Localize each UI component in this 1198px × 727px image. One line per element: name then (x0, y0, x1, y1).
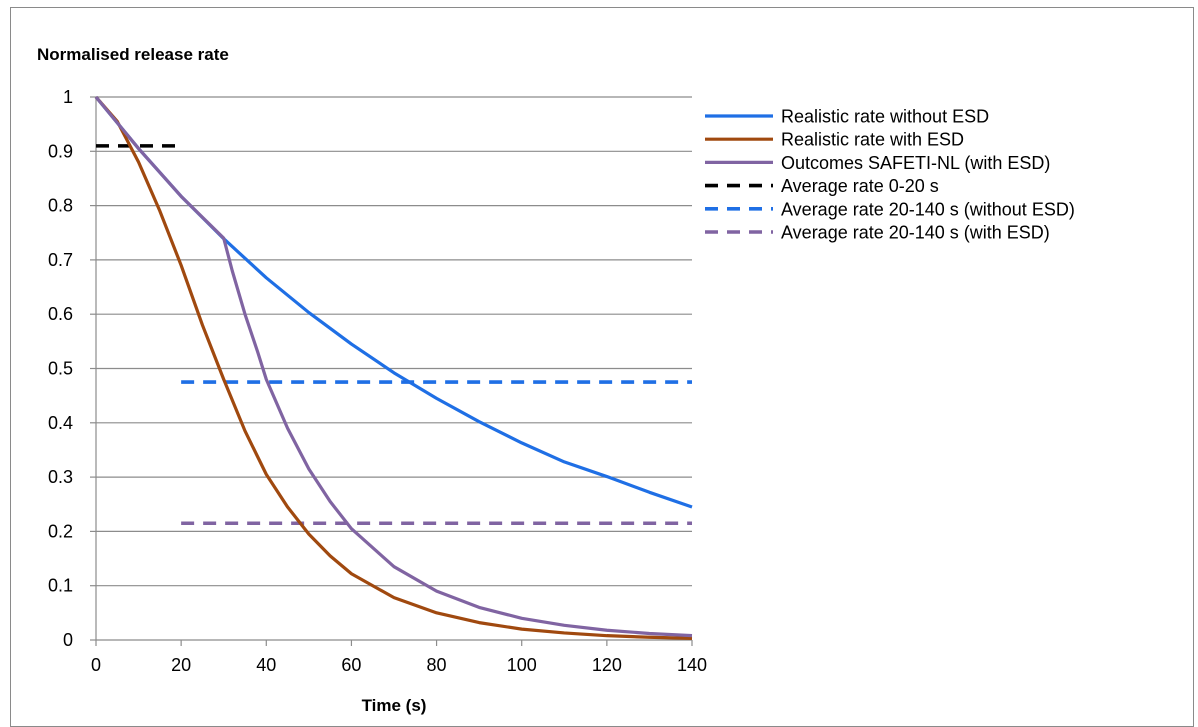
x-tick-label-3: 60 (341, 655, 361, 675)
chart-frame (10, 7, 1194, 727)
y-tick-labels: 0 0.1 0.2 0.3 0.4 0.5 0.6 0.7 0.8 0.9 1 (48, 87, 73, 650)
legend-label-1: Realistic rate with ESD (781, 130, 964, 150)
y-tick-label-2: 0.2 (48, 521, 73, 541)
x-tick-label-4: 80 (427, 655, 447, 675)
x-tick-label-2: 40 (256, 655, 276, 675)
legend-label-2: Outcomes SAFETI-NL (with ESD) (781, 153, 1050, 173)
y-tick-label-5: 0.5 (48, 359, 73, 379)
y-axis-title: Normalised release rate (37, 45, 229, 64)
y-tick-label-1: 0.1 (48, 576, 73, 596)
series-line-0 (94, 95, 693, 509)
legend-label-3: Average rate 0-20 s (781, 176, 939, 196)
series-line-2 (94, 95, 693, 638)
series-line-1 (94, 95, 693, 640)
x-tick-label-0: 0 (91, 655, 101, 675)
y-tick-label-3: 0.3 (48, 467, 73, 487)
legend-label-0: Realistic rate without ESD (781, 107, 989, 127)
series-lines (94, 95, 693, 640)
x-tick-label-7: 140 (677, 655, 707, 675)
y-tick-label-9: 0.9 (48, 141, 73, 161)
legend-label-5: Average rate 20-140 s (with ESD) (781, 223, 1050, 243)
y-tick-label-6: 0.6 (48, 304, 73, 324)
legend-label-4: Average rate 20-140 s (without ESD) (781, 199, 1075, 219)
legend: Realistic rate without ESD Realistic rate… (705, 107, 1075, 243)
axes (90, 96, 693, 646)
y-tick-label-7: 0.7 (48, 250, 73, 270)
x-axis-title: Time (s) (362, 696, 427, 715)
gridlines (96, 96, 692, 587)
x-tick-label-5: 100 (507, 655, 537, 675)
x-tick-label-6: 120 (592, 655, 622, 675)
x-tick-labels: 0 20 40 60 80 100 120 140 (91, 655, 707, 675)
y-tick-label-10: 1 (63, 87, 73, 107)
y-tick-label-0: 0 (63, 630, 73, 650)
y-tick-label-4: 0.4 (48, 413, 73, 433)
y-tick-label-8: 0.8 (48, 196, 73, 216)
x-tick-label-1: 20 (171, 655, 191, 675)
